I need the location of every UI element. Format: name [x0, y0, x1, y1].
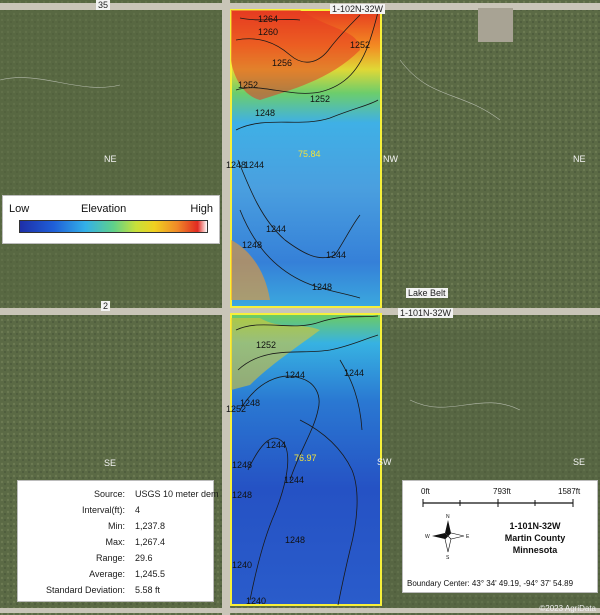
- svg-text:E: E: [466, 534, 470, 540]
- stats-label: Standard Deviation:: [45, 585, 125, 595]
- road-label-2: 2: [101, 301, 111, 311]
- boundary-center: Boundary Center: 43° 34' 49.19, -94° 37'…: [407, 579, 574, 588]
- svg-text:W: W: [425, 534, 430, 540]
- contour-label: 1240: [246, 596, 267, 606]
- section-label-ne-left: NE: [104, 154, 117, 164]
- contour-label: 1244: [266, 440, 287, 450]
- section-road-label: 1-101N-32W: [398, 308, 454, 318]
- stats-row: Source: USGS 10 meter dem: [18, 486, 219, 502]
- contour-label: 1248: [232, 490, 253, 500]
- contour-label: 1260: [258, 27, 279, 37]
- county-label: Martin County: [504, 533, 566, 543]
- location-title: 1-101N-32W Martin County Minnesota: [475, 520, 595, 556]
- state-label: Minnesota: [512, 545, 558, 555]
- stats-label: Interval(ft):: [81, 505, 125, 515]
- stats-value: 1,237.8: [135, 521, 166, 531]
- contour-label: 1248: [232, 460, 253, 470]
- contour-label: 1244: [285, 370, 306, 380]
- contour-label: 1244: [244, 160, 265, 170]
- contour-label: 1244: [326, 250, 347, 260]
- compass-rose-icon: N S E W: [425, 514, 470, 561]
- elevation-stats-panel: Source: USGS 10 meter dem Interval(ft): 4 …: [17, 480, 219, 602]
- legend-low: Low: [9, 203, 30, 215]
- section-label-se-left: SE: [104, 458, 117, 468]
- parcel-label: 1-101N-32W: [509, 521, 561, 531]
- top-section-label: 1-102N-32W: [330, 4, 386, 14]
- acres-south: 76.97: [294, 453, 317, 463]
- acres-north: 75.84: [298, 149, 321, 159]
- svg-text:S: S: [446, 555, 450, 561]
- contour-label: 1248: [255, 108, 276, 118]
- road-top: [0, 3, 600, 10]
- stats-value: USGS 10 meter dem: [135, 489, 219, 499]
- stats-row: Range: 29.6: [18, 550, 213, 566]
- stats-label: Source:: [93, 489, 125, 499]
- contour-label: 1244: [266, 224, 287, 234]
- legend-title: Elevation: [81, 203, 127, 215]
- road-left: [222, 0, 230, 615]
- contour-label: 1252: [238, 80, 259, 90]
- legend-color-ramp: [19, 220, 208, 233]
- legend-high: High: [190, 203, 213, 215]
- copyright: ©2023 AgriData: [539, 604, 596, 613]
- stats-row: Min: 1,237.8: [18, 518, 213, 534]
- location-info-panel: 0ft 793ft 1587ft N S E W 1-101N-32W Mart…: [402, 480, 598, 593]
- section-label-sw: SW: [377, 457, 392, 467]
- section-label-nw: NW: [383, 154, 398, 164]
- contour-label: 1244: [284, 475, 305, 485]
- contour-lines: [235, 11, 379, 606]
- scale-label-793: 793ft: [493, 487, 511, 496]
- stats-row: Standard Deviation: 5.58 ft: [18, 582, 213, 598]
- stats-value: 1,245.5: [135, 569, 166, 579]
- stats-value: 29.6: [135, 553, 153, 563]
- section-label-se-right: SE: [573, 457, 586, 467]
- stats-value: 5.58 ft: [135, 585, 161, 595]
- lake-belt-label: Lake Belt: [406, 288, 448, 298]
- scale-label-1587: 1587ft: [558, 487, 581, 496]
- stats-label: Average:: [89, 569, 125, 579]
- contour-label: 1248: [240, 398, 261, 408]
- contour-label: 1248: [312, 282, 333, 292]
- contour-label: 1252: [310, 94, 331, 104]
- contour-label: 1264: [258, 14, 279, 24]
- road-label-35: 35: [96, 0, 111, 10]
- contour-label: 1252: [256, 340, 277, 350]
- contour-label: 1248: [226, 160, 247, 170]
- road-middle: [0, 308, 600, 315]
- scale-label-0: 0ft: [421, 487, 430, 496]
- stats-value: 4: [135, 505, 141, 515]
- stats-label: Min:: [107, 521, 125, 531]
- stats-row: Interval(ft): 4: [18, 502, 213, 518]
- section-label-ne-right: NE: [573, 154, 586, 164]
- svg-text:N: N: [446, 514, 450, 520]
- scale-bar: N S E W: [422, 499, 574, 561]
- stats-value: 1,267.4: [135, 537, 166, 547]
- contour-label: 1244: [344, 368, 365, 378]
- contour-label: 1248: [285, 535, 306, 545]
- stats-row: Average: 1,245.5: [18, 566, 213, 582]
- farmstead-ne: [478, 8, 513, 42]
- contour-label: 1240: [232, 560, 253, 570]
- contour-label: 1256: [272, 58, 293, 68]
- stats-label: Max:: [105, 537, 125, 547]
- stats-label: Range:: [95, 553, 125, 563]
- contour-label: 1252: [350, 40, 371, 50]
- elevation-legend: Low Elevation High: [2, 195, 220, 244]
- stats-row: Max: 1,267.4: [18, 534, 213, 550]
- contour-label: 1248: [242, 240, 263, 250]
- contour-label: 1252: [226, 404, 247, 414]
